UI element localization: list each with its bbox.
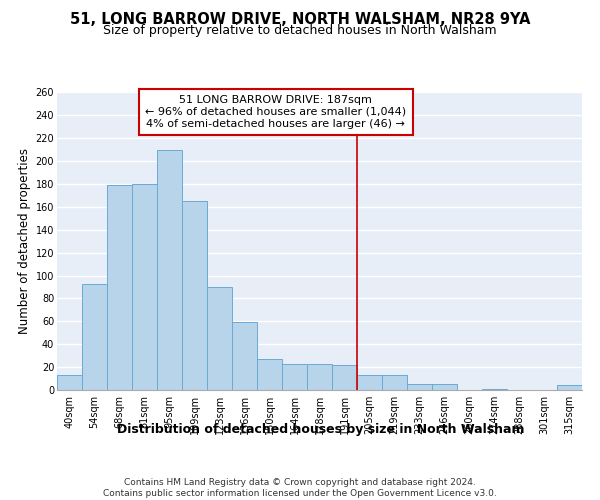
Bar bbox=[182, 201, 207, 390]
Bar bbox=[282, 364, 307, 390]
Y-axis label: Number of detached properties: Number of detached properties bbox=[19, 148, 31, 334]
Bar bbox=[557, 386, 582, 390]
Bar bbox=[107, 185, 132, 390]
Bar bbox=[482, 389, 507, 390]
Text: Contains HM Land Registry data © Crown copyright and database right 2024.
Contai: Contains HM Land Registry data © Crown c… bbox=[103, 478, 497, 498]
Bar bbox=[307, 364, 332, 390]
Text: 51, LONG BARROW DRIVE, NORTH WALSHAM, NR28 9YA: 51, LONG BARROW DRIVE, NORTH WALSHAM, NR… bbox=[70, 12, 530, 28]
Bar bbox=[332, 365, 357, 390]
Bar bbox=[57, 375, 82, 390]
Bar bbox=[82, 284, 107, 390]
Text: 51 LONG BARROW DRIVE: 187sqm
← 96% of detached houses are smaller (1,044)
4% of : 51 LONG BARROW DRIVE: 187sqm ← 96% of de… bbox=[145, 96, 406, 128]
Text: Size of property relative to detached houses in North Walsham: Size of property relative to detached ho… bbox=[103, 24, 497, 37]
Bar bbox=[232, 322, 257, 390]
Bar bbox=[407, 384, 432, 390]
Bar bbox=[257, 359, 282, 390]
Bar bbox=[357, 375, 382, 390]
Bar bbox=[132, 184, 157, 390]
Bar bbox=[207, 287, 232, 390]
Text: Distribution of detached houses by size in North Walsham: Distribution of detached houses by size … bbox=[117, 422, 525, 436]
Bar bbox=[432, 384, 457, 390]
Bar bbox=[382, 375, 407, 390]
Bar bbox=[157, 150, 182, 390]
